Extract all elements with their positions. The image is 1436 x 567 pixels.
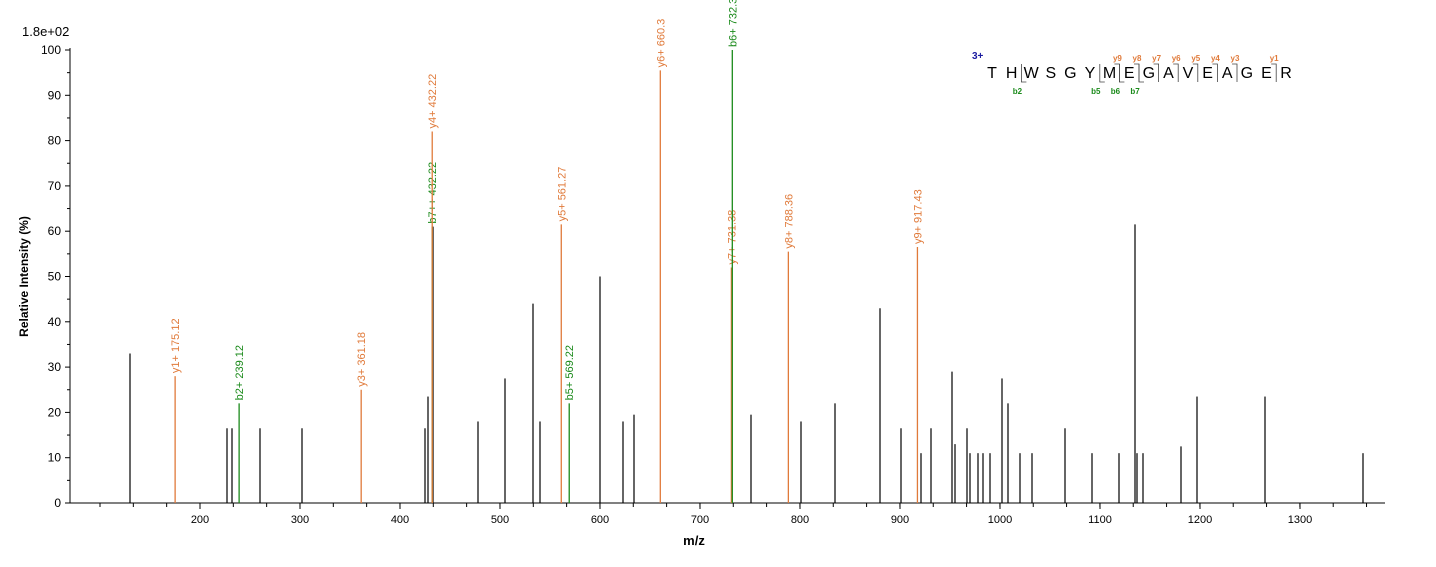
b-ion-marker-label: b6 <box>1111 87 1121 96</box>
y-ion-label: y3+ 361.18 <box>356 332 368 387</box>
y-tick-label: 60 <box>48 224 62 238</box>
sequence-residue: E <box>1124 65 1135 82</box>
sequence-residue: Y <box>1085 65 1096 82</box>
x-tick-label: 1100 <box>1088 514 1112 526</box>
x-tick-label: 200 <box>191 514 209 526</box>
y-axis-label: Relative Intensity (%) <box>17 216 31 337</box>
x-tick-label: 600 <box>591 514 609 526</box>
y-ion-label: y6+ 660.3 <box>655 19 667 68</box>
sequence-residue: W <box>1024 65 1040 82</box>
sequence-residue: G <box>1241 65 1253 82</box>
sequence-residue: G <box>1064 65 1076 82</box>
y-tick-label: 100 <box>41 43 61 57</box>
x-tick-label: 400 <box>391 514 409 526</box>
y-cleavage-marker <box>1153 63 1159 82</box>
sequence-residue: H <box>1006 65 1018 82</box>
intensity-scale-label: 1.8e+02 <box>22 24 70 39</box>
y-cleavage-marker <box>1134 63 1140 82</box>
b-ion-label: b6+ 732.30 <box>727 0 739 47</box>
b-ion-label: b2+ 239.12 <box>234 345 246 400</box>
y-ion-marker-label: y1 <box>1270 54 1279 63</box>
y-ion-marker-label: y7 <box>1152 54 1161 63</box>
sequence-residue: A <box>1163 65 1174 82</box>
y-cleavage-marker <box>1232 63 1238 82</box>
y-tick-label: 90 <box>48 88 62 102</box>
sequence-residue: A <box>1222 65 1233 82</box>
b-ion-marker-label: b7 <box>1130 87 1140 96</box>
sequence-residue: G <box>1143 65 1155 82</box>
y-tick-label: 30 <box>48 360 62 374</box>
y-cleavage-marker <box>1173 63 1179 82</box>
sequence-residue: S <box>1045 65 1056 82</box>
b-ion-marker-label: b2 <box>1013 87 1023 96</box>
y-tick-label: 70 <box>48 179 62 193</box>
b-ion-label: b7++ 432.22 <box>427 162 439 224</box>
x-axis-label: m/z <box>683 533 705 548</box>
y-ion-label: y1+ 175.12 <box>170 318 182 373</box>
y-tick-label: 50 <box>48 270 62 284</box>
sequence-residue: M <box>1103 65 1116 82</box>
y-cleavage-marker <box>1271 63 1277 82</box>
b-cleavage-marker <box>1138 64 1144 83</box>
y-ion-label: y8+ 788.36 <box>783 194 795 249</box>
y-ion-marker-label: y5 <box>1191 54 1200 63</box>
b-ion-label: b5+ 569.22 <box>564 345 576 400</box>
x-tick-label: 1200 <box>1188 514 1212 526</box>
y-ion-marker-label: y9 <box>1113 54 1122 63</box>
charge-state: 3+ <box>972 51 984 62</box>
y-tick-label: 0 <box>54 496 61 510</box>
b-ion-marker-label: b5 <box>1091 87 1101 96</box>
y-cleavage-marker <box>1192 63 1199 82</box>
sequence-residue: R <box>1280 65 1292 82</box>
x-tick-label: 500 <box>491 514 509 526</box>
x-tick-label: 1300 <box>1288 514 1312 526</box>
y-ion-marker-label: y8 <box>1133 54 1142 63</box>
sequence-residue: E <box>1202 65 1213 82</box>
y-ion-marker-label: y6 <box>1172 54 1181 63</box>
y-ion-label: y4+ 432.22 <box>427 74 439 129</box>
b-cleavage-marker <box>1099 64 1105 83</box>
y-tick-label: 20 <box>48 405 62 419</box>
x-tick-label: 900 <box>891 514 909 526</box>
y-tick-label: 80 <box>48 134 62 148</box>
y-ion-label: y9+ 917.43 <box>912 189 924 244</box>
sequence-residue: V <box>1183 65 1194 82</box>
y-ion-marker-label: y3 <box>1231 54 1240 63</box>
b-cleavage-marker <box>1119 64 1125 83</box>
x-tick-label: 800 <box>791 514 809 526</box>
sequence-residue: E <box>1261 65 1272 82</box>
b-cleavage-marker <box>1021 64 1027 83</box>
sequence-residue: T <box>987 65 997 82</box>
y-cleavage-marker <box>1212 63 1218 82</box>
y-ion-label: y5+ 561.27 <box>556 167 568 222</box>
y-ion-marker-label: y4 <box>1211 54 1220 63</box>
x-tick-label: 1000 <box>988 514 1012 526</box>
x-tick-label: 300 <box>291 514 309 526</box>
y-tick-label: 40 <box>48 315 62 329</box>
x-tick-label: 700 <box>691 514 709 526</box>
y-tick-label: 10 <box>48 451 62 465</box>
